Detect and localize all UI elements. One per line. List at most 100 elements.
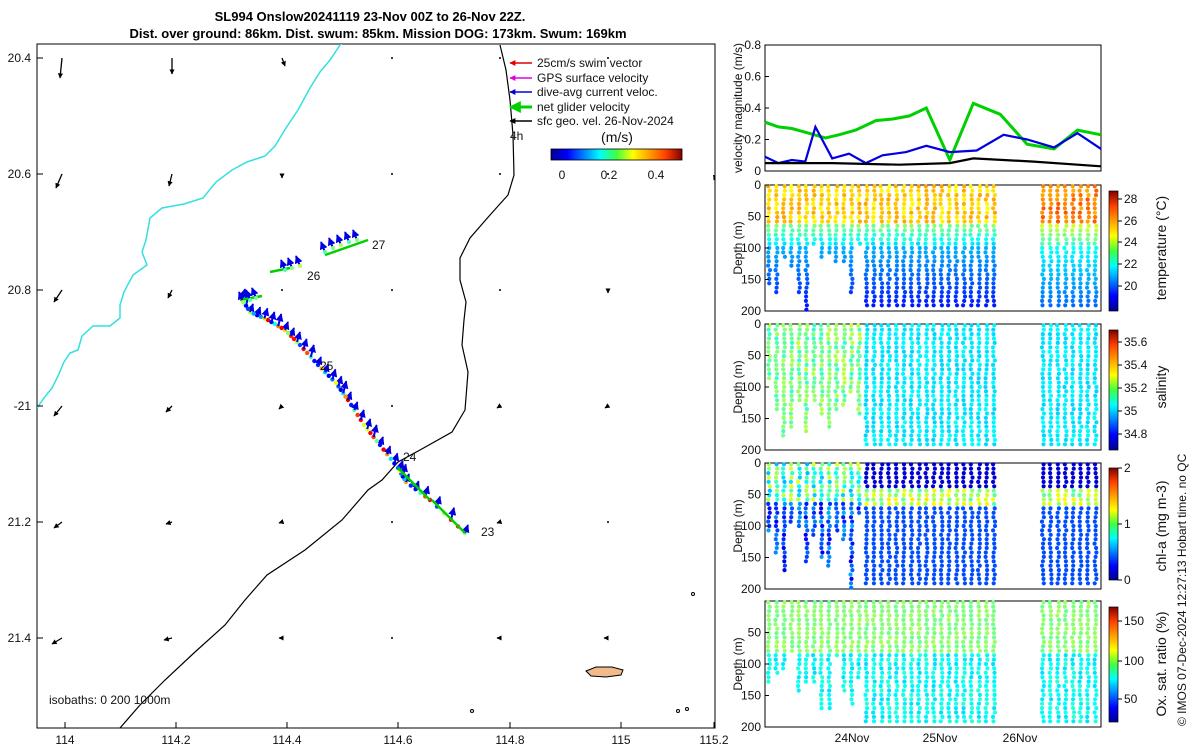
- section-data-point: [1070, 210, 1076, 215]
- section-data-point: [1056, 471, 1061, 476]
- map-xtick-label: 114.2: [161, 733, 190, 747]
- section-data-point: [864, 358, 869, 363]
- section-data-point: [1093, 497, 1098, 502]
- section-data-point: [1070, 471, 1075, 476]
- section-data-point: [864, 537, 869, 542]
- section-data-point: [946, 345, 951, 350]
- section-data-point: [924, 228, 930, 233]
- section-data-point: [766, 471, 771, 476]
- section-data-point: [946, 523, 952, 529]
- section-data-point: [946, 581, 951, 586]
- section-data-point: [1062, 550, 1068, 555]
- section-data-point: [826, 657, 831, 662]
- section-data-point: [870, 617, 876, 623]
- section-data-point: [842, 657, 847, 662]
- section-data-point: [1055, 206, 1061, 211]
- section-data-point: [819, 537, 825, 542]
- section-data-point: [991, 411, 996, 416]
- section-data-point: [992, 272, 997, 277]
- section-data-point: [962, 219, 967, 224]
- section-data-point: [1085, 433, 1090, 438]
- section-data-point: [1041, 568, 1046, 573]
- section-data-point: [878, 272, 883, 277]
- section-data-point: [991, 415, 997, 420]
- section-data-point: [1056, 232, 1061, 237]
- section-data-point: [864, 604, 869, 609]
- current-velocity-vector: [281, 321, 290, 331]
- section-data-point: [969, 479, 974, 484]
- section-data-point: [766, 501, 771, 506]
- section-data-point: [932, 631, 937, 636]
- track-point: [258, 314, 263, 319]
- section-data-point: [842, 332, 848, 337]
- section-data-point: [850, 223, 855, 228]
- section-data-point: [910, 323, 915, 328]
- section-data-point: [782, 219, 787, 224]
- section-data-point: [894, 268, 899, 273]
- section-data-point: [1071, 497, 1076, 502]
- section-data-point: [887, 268, 892, 273]
- section-data-point: [879, 617, 884, 623]
- section-data-point: [894, 294, 899, 299]
- section-data-point: [893, 572, 898, 577]
- section-data-point: [773, 617, 778, 623]
- section-data-point: [1071, 219, 1076, 224]
- section-data-point: [924, 679, 929, 684]
- section-data-point: [1077, 215, 1082, 220]
- section-data-point: [766, 639, 771, 645]
- section-data-point: [984, 626, 990, 631]
- section-data-point: [774, 389, 779, 394]
- track-point: [319, 366, 324, 371]
- section-data-point: [938, 622, 944, 627]
- section-data-point: [819, 184, 824, 189]
- section-data-point: [1040, 245, 1045, 251]
- section-data-point: [887, 714, 892, 720]
- section-data-point: [1047, 657, 1053, 662]
- section-data-point: [909, 254, 914, 259]
- section-data-point: [983, 670, 988, 675]
- section-data-point: [1070, 657, 1075, 662]
- section-data-point: [991, 197, 996, 202]
- section-data-point: [939, 706, 944, 711]
- section-data-point: [976, 371, 981, 376]
- section-data-point: [766, 340, 771, 345]
- section-data-point: [797, 384, 802, 390]
- section-data-point: [939, 626, 944, 631]
- section-data-point: [850, 568, 855, 573]
- section-data-point: [789, 376, 794, 381]
- section-data-point: [893, 568, 898, 573]
- section-data-point: [1071, 268, 1077, 273]
- section-data-point: [946, 354, 951, 359]
- section-data-point: [910, 683, 915, 689]
- section-data-point: [946, 424, 951, 429]
- section-data-point: [992, 475, 997, 480]
- section-data-point: [969, 550, 974, 555]
- section-data-point: [983, 528, 989, 533]
- section-data-point: [916, 241, 921, 246]
- section-data-point: [1040, 532, 1045, 537]
- section-data-point: [984, 572, 990, 577]
- section-data-point: [909, 232, 914, 237]
- section-data-point: [894, 523, 900, 529]
- section-data-point: [893, 332, 898, 337]
- section-data-point: [917, 475, 922, 480]
- section-data-point: [878, 683, 883, 689]
- section-data-point: [834, 466, 840, 471]
- section-data-point: [863, 272, 868, 277]
- section-data-point: [917, 541, 923, 546]
- section-data-point: [1040, 193, 1045, 198]
- section-data-point: [984, 433, 989, 438]
- section-data-point: [1062, 644, 1067, 649]
- section-data-point: [1078, 371, 1083, 376]
- section-data-point: [887, 523, 892, 529]
- section-data-point: [923, 600, 929, 605]
- section-data-point: [901, 437, 906, 442]
- day-label: 26: [307, 269, 321, 283]
- section-data-point: [992, 675, 997, 680]
- section-data-point: [992, 563, 997, 568]
- section-data-point: [962, 268, 967, 273]
- section-data-point: [1085, 631, 1090, 636]
- section-data-point: [775, 323, 780, 328]
- section-data-point: [805, 528, 810, 533]
- section-data-point: [834, 323, 839, 328]
